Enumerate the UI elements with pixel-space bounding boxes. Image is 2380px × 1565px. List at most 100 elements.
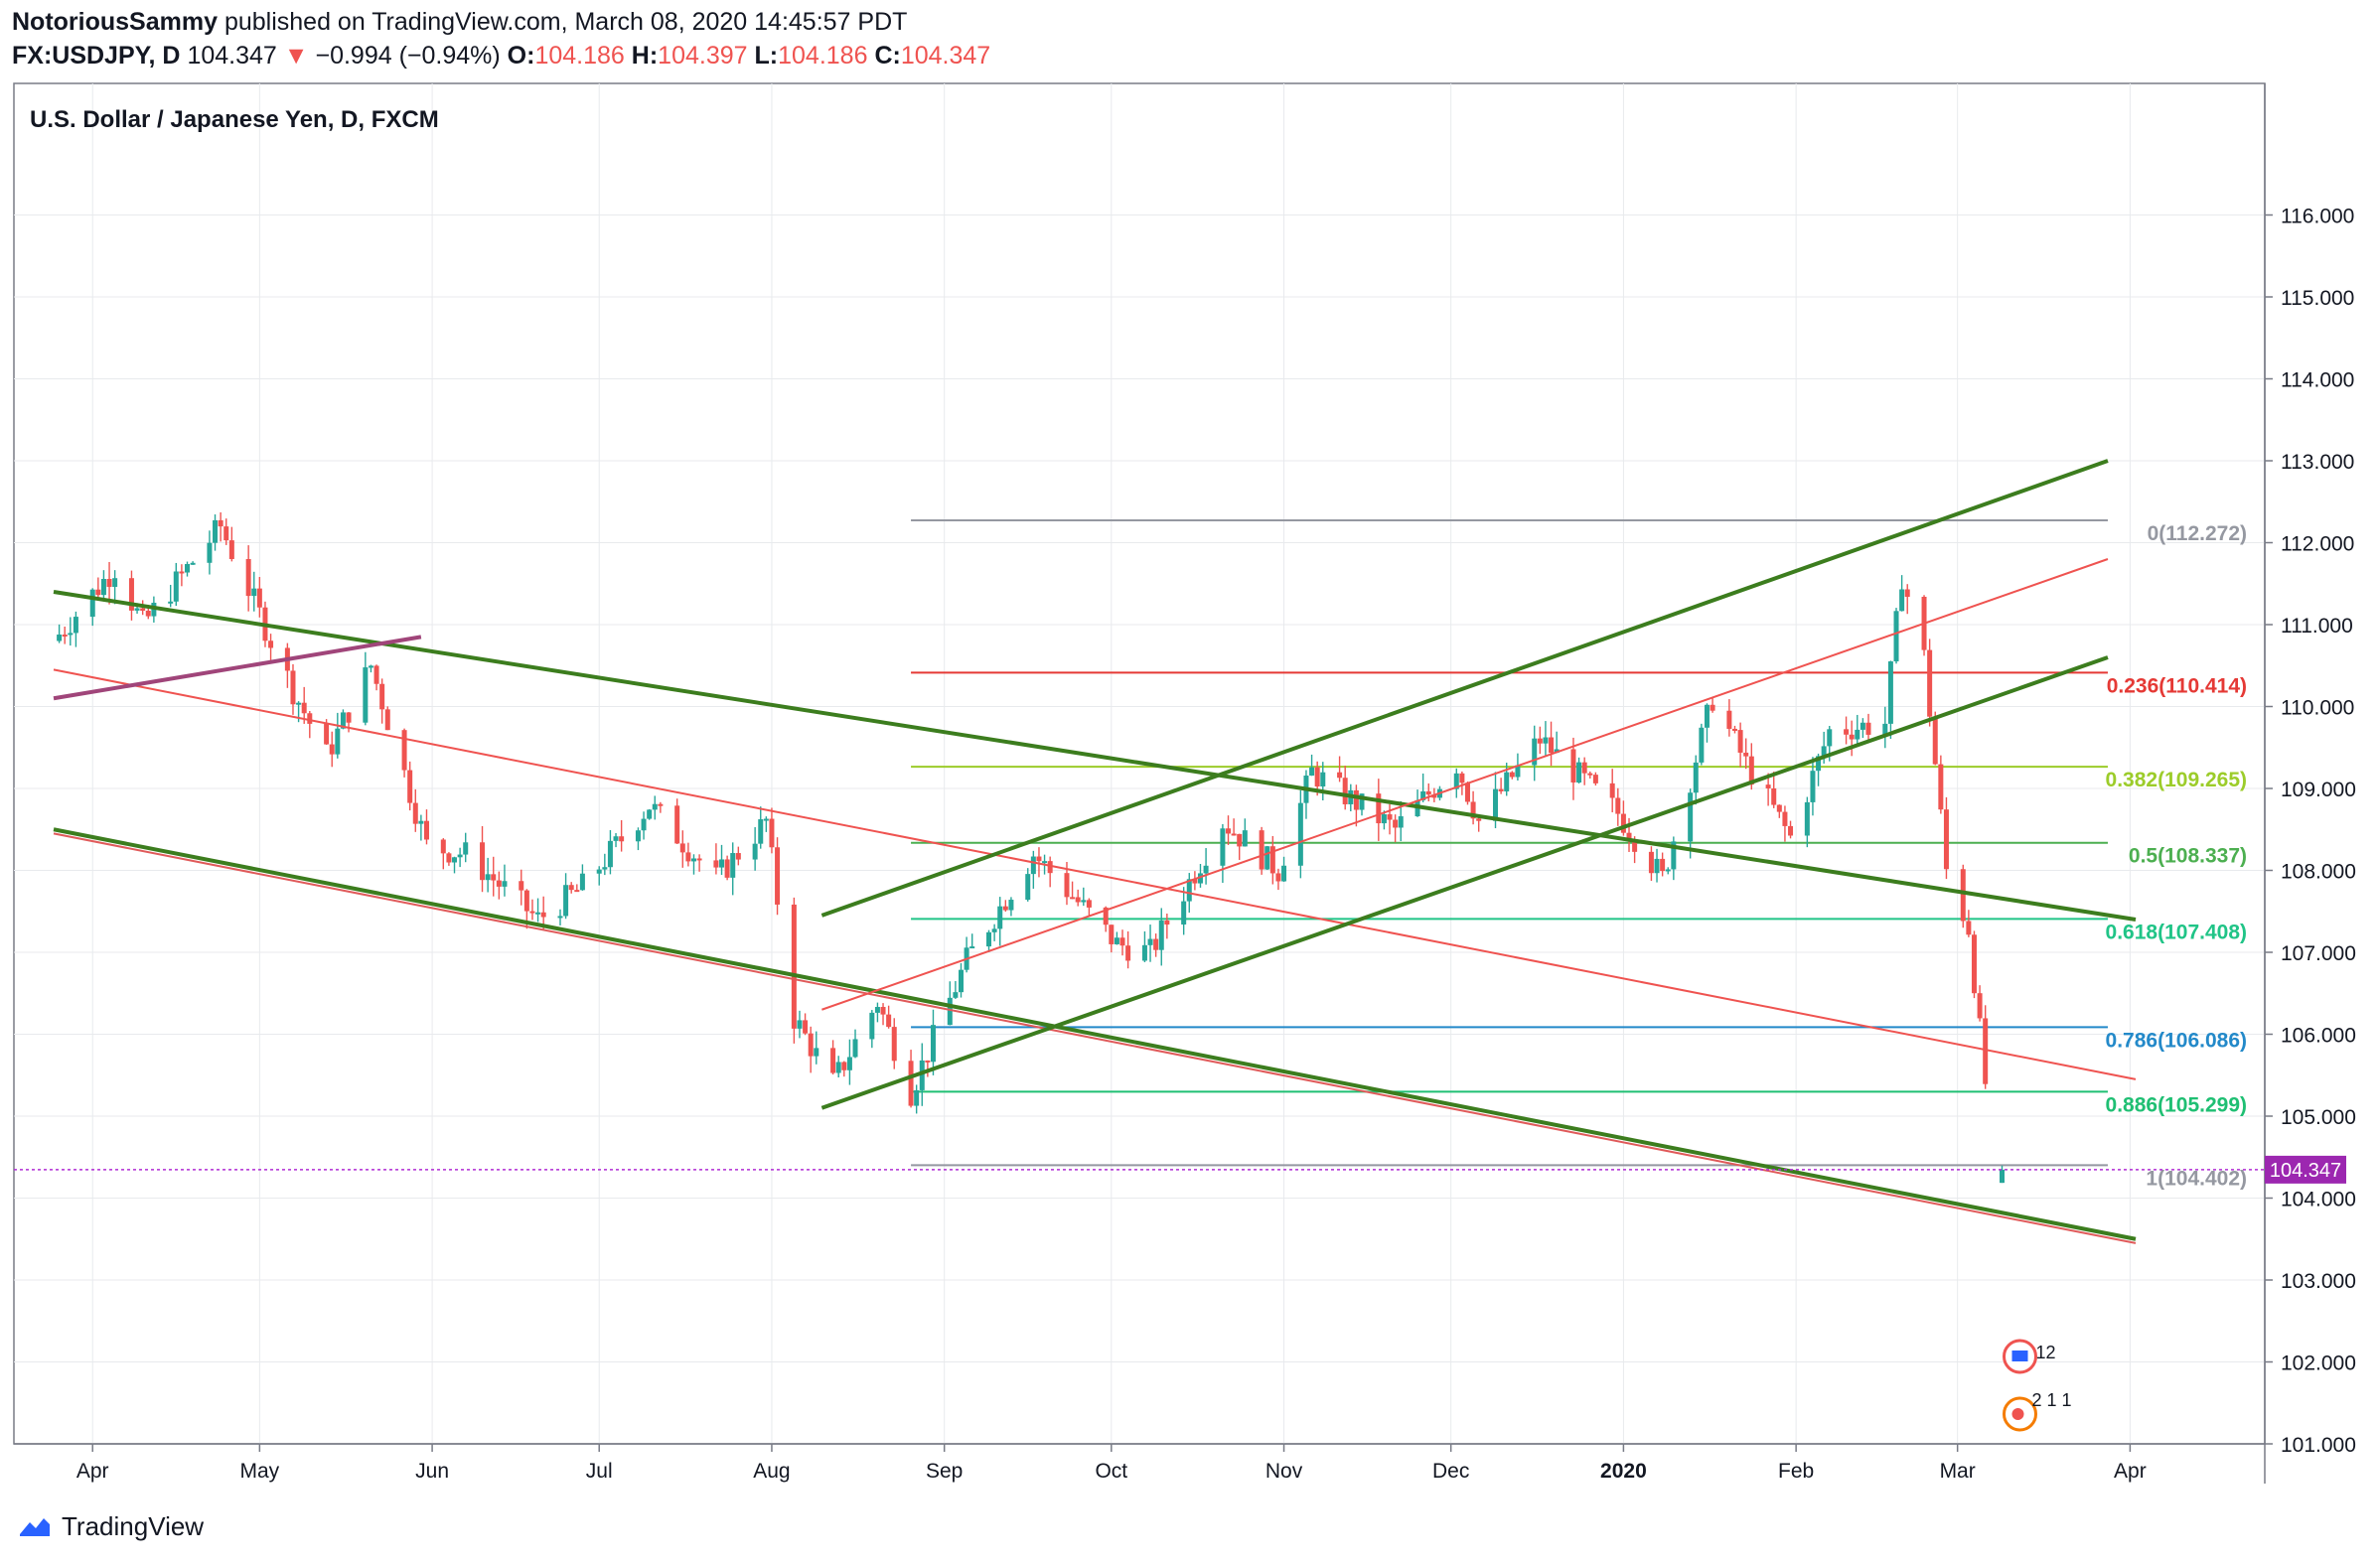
candle-body: [1147, 938, 1153, 945]
candle-body: [1844, 729, 1850, 735]
candle-body: [496, 880, 502, 887]
candle-body: [1810, 771, 1816, 802]
candle-body: [179, 571, 185, 574]
candle-body: [1081, 900, 1087, 903]
candle-body: [846, 1057, 852, 1070]
candle-body: [1314, 767, 1320, 787]
candle-body: [808, 1033, 814, 1057]
low-label: L:: [754, 42, 779, 70]
candle-body: [958, 969, 964, 993]
candle-body: [719, 859, 725, 868]
descending-channel-mid-line[interactable]: [53, 668, 2137, 1080]
last-price-tag-label: 104.347: [2270, 1160, 2341, 1182]
candle-body: [251, 588, 257, 597]
candle-body: [758, 819, 764, 844]
candle-body: [1086, 900, 1092, 908]
candle-body: [1688, 792, 1694, 842]
rising-channel-mid-line[interactable]: [821, 558, 2109, 1011]
candle-body: [1899, 589, 1905, 612]
fib-level-label: 0.618(107.408): [2106, 921, 2247, 943]
candle-body: [969, 946, 975, 949]
time-axis[interactable]: Apr May Jun Jul Aug Sep Oct Nov Dec 2020 Feb Mar Apr: [14, 1443, 2265, 1483]
candle-body: [1420, 790, 1426, 800]
events[interactable]: 12 2 1 1: [2002, 1339, 2072, 1432]
y-tick-label: 115.000: [2281, 287, 2354, 310]
candle-body: [1353, 789, 1359, 810]
candle-body: [1771, 787, 1777, 805]
author-name[interactable]: NotoriousSammy: [12, 8, 218, 36]
candle-body: [1748, 756, 1754, 785]
high-value: 104.397: [658, 42, 748, 70]
candle-body: [679, 843, 685, 853]
y-tick-label: 106.000: [2281, 1025, 2356, 1048]
early-trendline-line[interactable]: [53, 635, 422, 701]
candle-body: [335, 728, 341, 755]
candle-body: [1119, 937, 1125, 946]
trendlines[interactable]: [53, 459, 2137, 1244]
candle-body: [1030, 856, 1036, 875]
y-tick-label: 109.000: [2281, 779, 2356, 801]
candle-body: [1269, 846, 1275, 874]
rising-channel-lower-line[interactable]: [820, 655, 2109, 1110]
candles: [57, 511, 2005, 1184]
candle-body: [685, 852, 691, 862]
price-axis[interactable]: 116.000 115.000 114.000 113.000 112.000 111.0…: [14, 83, 2356, 1484]
candle-body: [563, 885, 569, 917]
candle-body: [1615, 797, 1621, 814]
candle-body: [168, 601, 174, 604]
candle-body: [641, 818, 647, 831]
fib-level-label: 0.236(110.414): [2107, 674, 2247, 697]
candle-body: [218, 519, 223, 527]
candle-body: [457, 854, 463, 858]
footer-brand[interactable]: TradingView: [62, 1511, 205, 1541]
candle-body: [891, 1027, 897, 1062]
x-tick-label: Feb: [1778, 1460, 1814, 1483]
candle-body: [1125, 945, 1131, 961]
candle-body: [791, 904, 797, 1029]
fib-retracement[interactable]: 0(112.272) 0.236(110.414) 0.382(109.265) 0.…: [911, 519, 2247, 1190]
candle-body: [384, 709, 390, 731]
candle-body: [1804, 801, 1810, 836]
candle-body: [1342, 778, 1348, 804]
candle-body: [1737, 730, 1743, 753]
candle-body: [1320, 772, 1326, 787]
last-price-tag[interactable]: [2265, 1155, 2346, 1184]
candle-body: [1476, 818, 1482, 821]
candle-body: [1859, 722, 1865, 730]
open-value: 104.186: [534, 42, 625, 70]
candle-body: [1977, 993, 1983, 1019]
candle-body: [635, 830, 641, 842]
candle-body: [1498, 788, 1504, 791]
candle-body: [674, 805, 680, 844]
candle-body: [696, 858, 702, 861]
chart-title: U.S. Dollar / Japanese Yen, D, FXCM: [30, 106, 439, 133]
x-tick-label: Jul: [586, 1460, 613, 1483]
candle-body: [1710, 704, 1715, 711]
candle-body: [1782, 811, 1788, 826]
descending-channel-lower-line[interactable]: [53, 827, 2137, 1241]
y-tick-label: 116.000: [2281, 206, 2354, 228]
candle-body: [128, 578, 134, 611]
candle-body: [68, 633, 74, 636]
fib-level-label: 0(112.272): [2148, 522, 2247, 545]
rising-channel-upper-line[interactable]: [820, 459, 2109, 918]
candle-body: [1626, 832, 1632, 840]
candle-body: [463, 842, 469, 855]
candle-body: [1042, 861, 1048, 864]
candle-body: [1660, 858, 1666, 872]
candle-body: [1158, 920, 1164, 950]
candle-body: [89, 589, 95, 618]
candle-body: [329, 744, 335, 755]
candle-body: [1693, 762, 1699, 793]
candle-body: [953, 992, 959, 998]
candle-body: [368, 665, 373, 668]
descending-channel-lower-red-line[interactable]: [53, 832, 2137, 1244]
candle-body: [1186, 879, 1192, 902]
candle-body: [797, 1020, 803, 1029]
descending-channel-upper-line[interactable]: [53, 590, 2137, 922]
candle-body: [1181, 901, 1187, 925]
candle-body: [1359, 793, 1365, 810]
candle-body: [1025, 874, 1031, 901]
tradingview-logo-icon: [20, 1517, 50, 1536]
